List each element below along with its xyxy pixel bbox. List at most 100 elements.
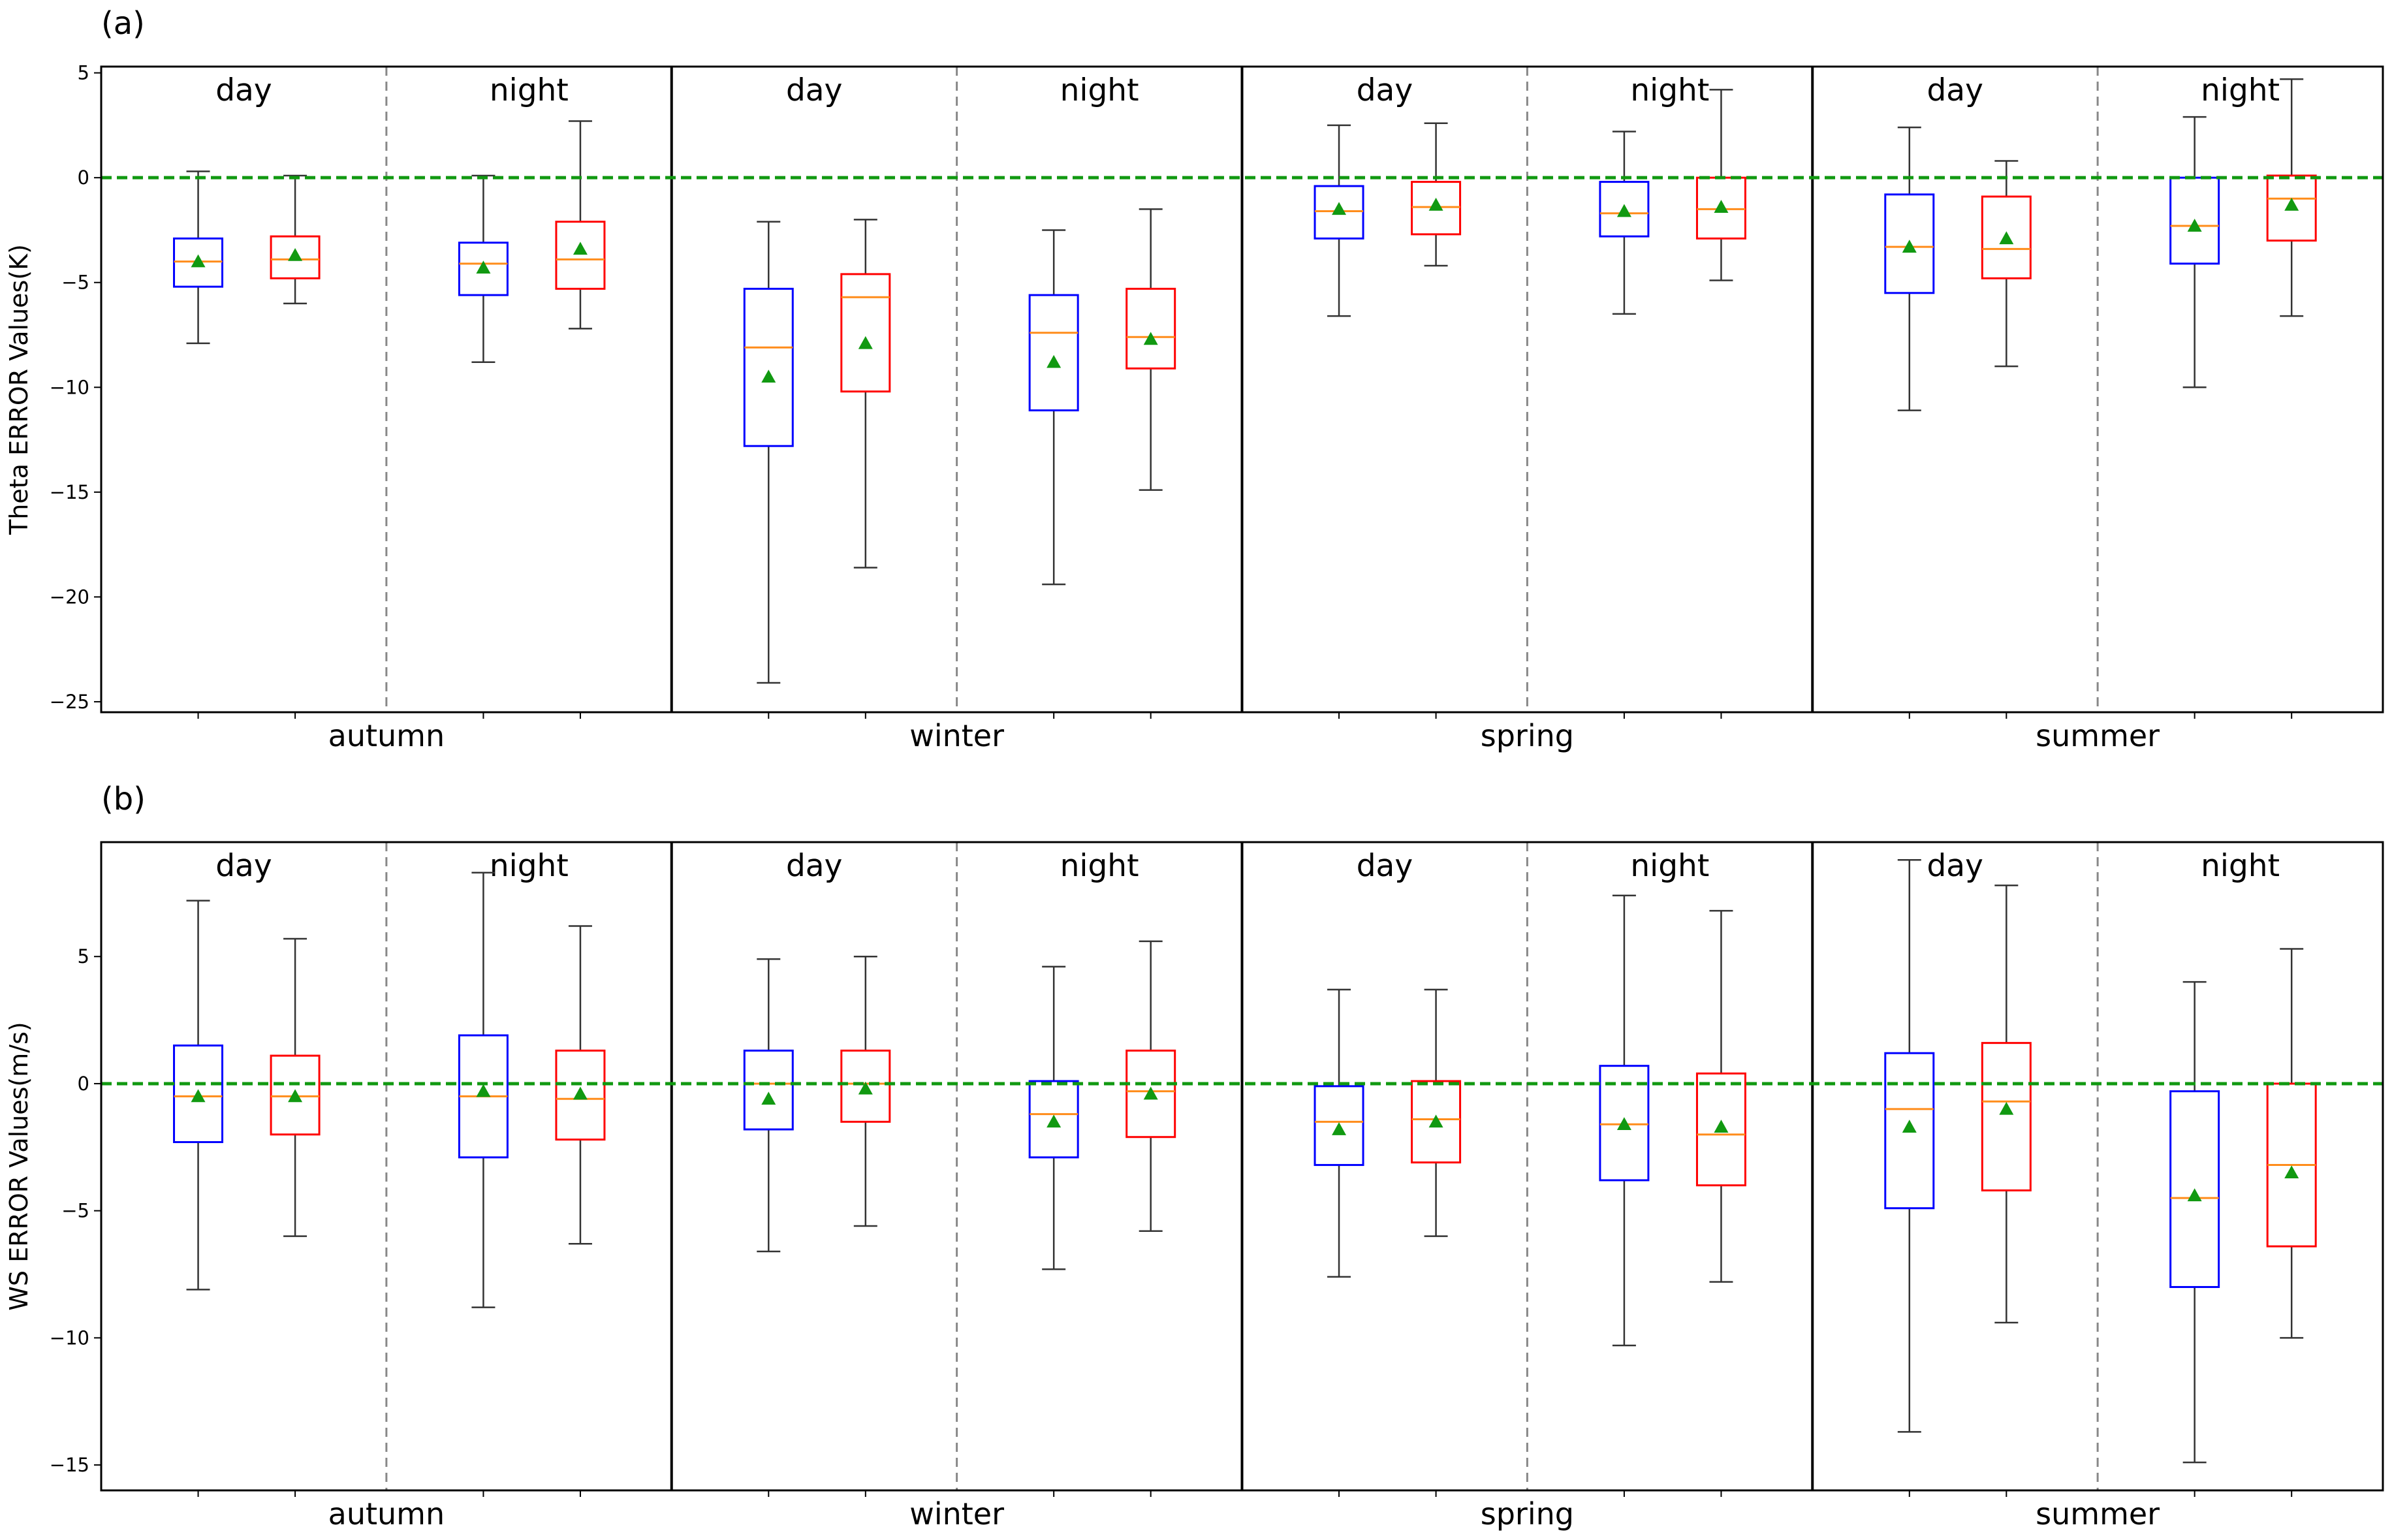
period-label-day: day <box>786 848 842 884</box>
y-tick-label: −25 <box>50 691 89 713</box>
box-winter-day-red <box>840 219 891 569</box>
period-label-night: night <box>1060 72 1139 108</box>
box-winter-night-red <box>1125 940 1176 1233</box>
y-tick-label: −5 <box>61 272 89 294</box>
mean-marker <box>858 1081 873 1095</box>
iqr-box <box>270 235 321 279</box>
box-summer-day-blue <box>1884 126 1935 411</box>
box-summer-night-blue <box>2169 116 2220 388</box>
period-label-night: night <box>490 848 569 884</box>
mean-marker <box>1428 1114 1443 1128</box>
y-axis-label: WS ERROR Values(m/s) <box>5 1022 33 1310</box>
season-label-spring: spring <box>1481 718 1574 753</box>
mean-marker <box>1046 354 1062 368</box>
iqr-box <box>173 1045 224 1144</box>
season-label-winter: winter <box>909 1496 1004 1532</box>
mean-marker <box>1428 197 1443 211</box>
period-label-day: day <box>1357 848 1413 884</box>
season-label-summer: summer <box>2036 1496 2160 1532</box>
iqr-box <box>2169 1090 2220 1288</box>
y-tick-label: −15 <box>50 481 89 503</box>
mean-marker <box>573 242 588 255</box>
mean-marker <box>761 1092 776 1105</box>
mean-marker <box>1616 204 1631 217</box>
iqr-box <box>1028 1080 1079 1159</box>
iqr-box <box>1411 1080 1462 1164</box>
iqr-box <box>840 273 891 393</box>
box-spring-day-blue <box>1314 988 1364 1278</box>
box-winter-day-blue <box>743 221 794 684</box>
period-label-day: day <box>786 72 842 108</box>
mean-marker <box>1714 1120 1729 1133</box>
box-summer-day-red <box>1981 884 2032 1324</box>
iqr-box <box>1028 294 1079 412</box>
season-label-summer: summer <box>2036 718 2160 753</box>
box-spring-night-blue <box>1599 894 1650 1347</box>
box-winter-day-red <box>840 955 891 1227</box>
box-winter-night-red <box>1125 208 1176 491</box>
mean-marker <box>476 260 491 274</box>
panel-b: (b) WS ERROR Values(m/s) 5 0 −5 −10 −15 day nigh… <box>5 781 2384 1532</box>
period-label-night: night <box>2201 848 2280 884</box>
season-label-autumn: autumn <box>328 718 445 753</box>
iqr-box <box>1695 1072 1746 1187</box>
box-autumn-day-blue <box>173 170 224 345</box>
period-label-night: night <box>1630 848 1709 884</box>
y-tick-label: −15 <box>50 1454 89 1476</box>
box-summer-night-blue <box>2169 981 2220 1464</box>
iqr-box <box>2266 174 2317 242</box>
box-spring-night-blue <box>1599 131 1650 315</box>
period-label-night: night <box>1630 72 1709 108</box>
mean-marker <box>1714 200 1729 213</box>
iqr-box <box>1599 181 1650 238</box>
box-spring-day-blue <box>1314 124 1364 317</box>
iqr-box <box>270 1054 321 1136</box>
box-winter-night-blue <box>1028 229 1079 586</box>
period-label-day: day <box>215 72 272 108</box>
mean-marker <box>1143 332 1158 345</box>
iqr-box <box>1125 287 1176 369</box>
iqr-box <box>1884 193 1935 294</box>
box-spring-day-red <box>1411 122 1462 267</box>
box-autumn-day-blue <box>173 900 224 1291</box>
season-label-winter: winter <box>909 718 1004 753</box>
mean-marker <box>1902 240 1917 253</box>
mean-marker <box>1999 1101 2014 1115</box>
mean-marker <box>1046 1114 1062 1128</box>
y-axis-label: Theta ERROR Values(K) <box>5 244 33 535</box>
box-spring-day-red <box>1411 988 1462 1237</box>
period-label-night: night <box>1060 848 1139 884</box>
mean-marker <box>288 1089 303 1103</box>
box-summer-day-red <box>1981 160 2032 368</box>
mean-marker <box>858 336 873 349</box>
box-winter-night-blue <box>1028 966 1079 1270</box>
period-label-day: day <box>1927 72 1983 108</box>
box-spring-night-red <box>1695 909 1746 1283</box>
iqr-box <box>1314 1085 1364 1167</box>
box-summer-day-blue <box>1884 859 1935 1433</box>
panel-letter: (a) <box>101 5 145 42</box>
box-autumn-day-red <box>270 937 321 1237</box>
iqr-box <box>1411 181 1462 236</box>
plot-frame <box>100 841 2384 1492</box>
period-label-day: day <box>1927 848 1983 884</box>
y-tick-label: −20 <box>50 586 89 608</box>
plot-frame <box>100 65 2384 714</box>
mean-marker <box>288 247 303 261</box>
mean-marker <box>2284 1165 2299 1179</box>
mean-marker <box>191 1089 206 1103</box>
box-autumn-night-blue <box>458 174 509 364</box>
mean-marker <box>2187 219 2202 232</box>
iqr-box <box>1884 1052 1935 1210</box>
mean-marker <box>1616 1117 1631 1131</box>
mean-marker <box>1999 231 2014 245</box>
iqr-box <box>173 237 224 288</box>
mean-marker <box>2187 1188 2202 1202</box>
y-tick-label: 0 <box>78 1073 89 1095</box>
iqr-box <box>840 1049 891 1123</box>
box-summer-night-red <box>2266 948 2317 1339</box>
mean-marker <box>573 1086 588 1100</box>
box-autumn-night-blue <box>458 872 509 1308</box>
iqr-box <box>743 1049 794 1131</box>
